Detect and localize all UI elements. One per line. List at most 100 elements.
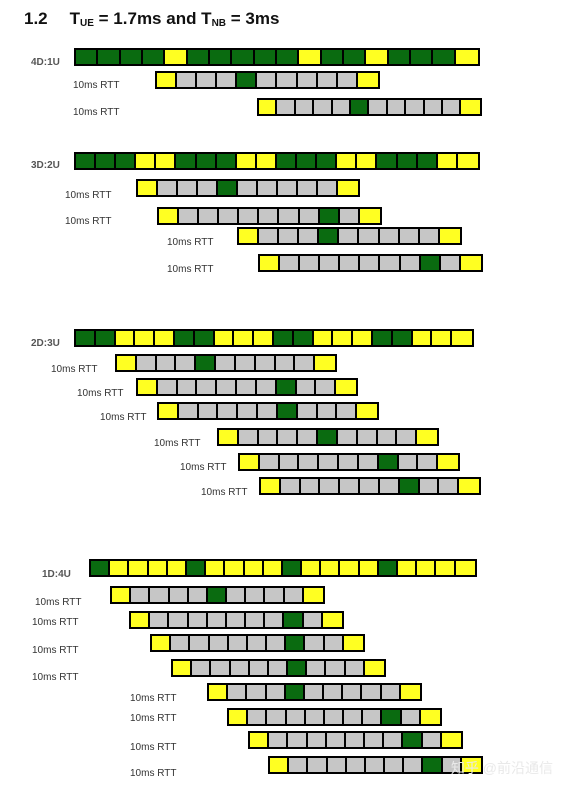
section-label-3d2u: 3D:2U: [31, 160, 60, 171]
section-label-1d4u: 1D:4U: [42, 569, 71, 580]
rtt-label: 10ms RTT: [201, 487, 248, 498]
gray-slot: [298, 181, 318, 195]
gray-slot: [397, 430, 418, 444]
gray-slot: [248, 710, 268, 724]
uplink-slot: [148, 561, 168, 575]
main-timeline-4d1u: [74, 48, 480, 66]
downlink-slot: [76, 154, 97, 168]
uplink-slot: [110, 561, 130, 575]
gray-slot: [266, 685, 286, 699]
rtt-row-2d3u-5: [238, 453, 460, 471]
uplink-slot: [398, 561, 418, 575]
gray-slot: [319, 455, 340, 469]
gray-slot: [188, 613, 208, 627]
gray-slot: [340, 256, 361, 270]
downlink-slot: [95, 331, 116, 345]
gray-slot: [246, 613, 266, 627]
uplink-slot: [321, 561, 341, 575]
uplink-slot: [261, 479, 281, 493]
uplink-slot: [299, 50, 322, 64]
rtt-row-1d4u-2: [129, 611, 344, 629]
downlink-slot: [76, 50, 99, 64]
uplink-slot: [333, 331, 354, 345]
gray-slot: [295, 100, 315, 114]
gray-slot: [280, 479, 301, 493]
gray-slot: [303, 613, 323, 627]
uplink-slot: [260, 256, 281, 270]
uplink-slot: [322, 613, 342, 627]
uplink-slot: [417, 561, 437, 575]
gray-slot: [278, 181, 298, 195]
rtt-row-2d3u-1: [115, 354, 337, 372]
rtt-row-2d3u-6: [259, 477, 481, 495]
title-t-ue: T: [69, 9, 81, 28]
downlink-slot: [319, 209, 340, 223]
gray-slot: [259, 229, 280, 243]
gray-slot: [418, 455, 439, 469]
downlink-slot: [372, 331, 393, 345]
gray-slot: [177, 73, 198, 87]
gray-slot: [279, 455, 300, 469]
gray-slot: [308, 758, 328, 772]
uplink-slot: [366, 50, 389, 64]
rtt-label: 10ms RTT: [100, 412, 147, 423]
gray-slot: [258, 404, 278, 418]
gray-slot: [307, 661, 327, 675]
gray-slot: [345, 733, 366, 747]
downlink-slot: [397, 154, 418, 168]
downlink-slot: [410, 50, 434, 64]
gray-slot: [259, 455, 280, 469]
section-number: 1.2: [24, 9, 48, 28]
title-nb-subscript: NB: [211, 18, 227, 29]
gray-slot: [188, 588, 208, 602]
gray-slot: [171, 636, 191, 650]
section-label-2d3u: 2D:3U: [31, 338, 60, 349]
gray-slot: [332, 100, 352, 114]
gray-slot: [304, 685, 325, 699]
downlink-slot: [318, 430, 338, 444]
uplink-slot: [206, 561, 226, 575]
rtt-label: 10ms RTT: [77, 388, 124, 399]
gray-slot: [337, 73, 358, 87]
rtt-row-3d2u-1: [136, 179, 360, 197]
uplink-slot: [315, 356, 335, 370]
uplink-slot: [173, 661, 193, 675]
uplink-slot: [135, 331, 156, 345]
rtt-label: 10ms RTT: [167, 237, 214, 248]
rtt-label: 10ms RTT: [65, 190, 112, 201]
rtt-label: 10ms RTT: [51, 364, 98, 375]
gray-slot: [136, 356, 157, 370]
rtt-row-1d4u-8: [268, 756, 483, 774]
gray-slot: [362, 685, 382, 699]
downlink-slot: [282, 561, 303, 575]
downlink-slot: [420, 256, 441, 270]
uplink-slot: [439, 229, 460, 243]
gray-slot: [237, 380, 257, 394]
downlink-slot: [196, 154, 217, 168]
rtt-label: 10ms RTT: [73, 107, 120, 118]
downlink-slot: [399, 479, 420, 493]
gray-slot: [207, 613, 227, 627]
gray-slot: [235, 356, 256, 370]
gray-slot: [324, 636, 344, 650]
gray-slot: [216, 356, 236, 370]
downlink-slot: [285, 685, 305, 699]
downlink-slot: [209, 50, 233, 64]
uplink-slot: [138, 181, 158, 195]
gray-slot: [357, 430, 378, 444]
gray-slot: [257, 73, 278, 87]
gray-slot: [289, 758, 309, 772]
uplink-slot: [338, 181, 358, 195]
uplink-slot: [214, 331, 235, 345]
downlink-slot: [216, 154, 237, 168]
title-end: = 3ms: [226, 9, 280, 28]
gray-slot: [340, 479, 361, 493]
rtt-label: 10ms RTT: [35, 597, 82, 608]
main-timeline-3d2u: [74, 152, 480, 170]
uplink-slot: [364, 661, 384, 675]
gray-slot: [177, 380, 198, 394]
downlink-slot: [207, 588, 228, 602]
gray-slot: [280, 256, 301, 270]
rtt-row-1d4u-1: [110, 586, 325, 604]
gray-slot: [360, 256, 381, 270]
